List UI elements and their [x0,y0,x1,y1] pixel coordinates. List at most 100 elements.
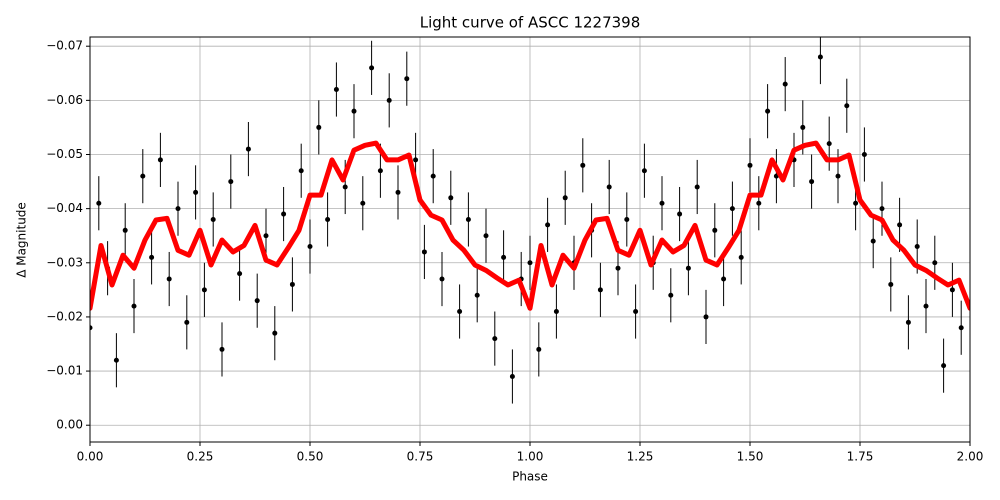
data-point [307,244,313,250]
data-point [263,233,269,239]
data-point [932,260,938,266]
data-point [659,200,665,206]
data-point [615,265,621,271]
y-tick-label: −0.04 [46,201,83,215]
x-tick-label: 2.00 [957,450,984,464]
x-tick-label: 1.75 [847,450,874,464]
data-point [685,265,691,271]
x-tick-label: 0.75 [407,450,434,464]
data-point [738,254,744,260]
data-point [633,309,639,315]
data-point [527,260,533,266]
x-tick-label: 1.25 [627,450,654,464]
data-point [641,168,647,174]
data-point [826,141,832,147]
data-point [879,206,885,212]
data-point [782,81,788,87]
data-point [553,309,559,315]
data-point [122,227,128,233]
data-point [210,216,216,222]
data-point [369,65,375,71]
trend-line [90,140,970,311]
data-point [166,276,172,282]
data-point [404,76,410,82]
data-point [923,303,929,309]
data-point [351,108,357,114]
data-point [949,287,955,293]
data-point [457,309,463,315]
data-point [853,200,859,206]
data-point [941,363,947,369]
data-point [606,184,612,190]
data-point [474,292,480,298]
data-point [809,179,815,185]
data-point [483,233,489,239]
data-point [861,151,867,157]
data-point [897,222,903,228]
data-point [175,206,181,212]
data-point [316,124,322,130]
y-tick-label: −0.06 [46,93,83,107]
x-axis-label: Phase [512,470,548,484]
data-point [201,287,207,293]
data-point [298,168,304,174]
data-point [721,276,727,282]
data-point [800,124,806,130]
y-tick-label: −0.07 [46,39,83,53]
data-point [624,216,630,222]
data-point [712,227,718,233]
data-point [149,254,155,260]
data-point [668,292,674,298]
data-point [184,319,190,325]
data-point [193,189,199,195]
data-point [113,357,119,363]
data-point [228,179,234,185]
data-point [465,216,471,222]
data-point [245,146,251,152]
x-tick-label: 1.50 [737,450,764,464]
chart-title: Light curve of ASCC 1227398 [420,14,641,32]
data-point [342,184,348,190]
data-point [90,325,93,331]
data-point [562,195,568,201]
data-point [421,249,427,255]
data-point [501,254,507,260]
data-point [694,184,700,190]
data-point [413,157,419,163]
data-point [325,216,331,222]
data-point [157,157,163,163]
x-tick-label: 0.00 [77,450,104,464]
data-point [914,244,920,250]
data-point [281,211,287,217]
data-point [765,108,771,114]
x-tick-label: 0.50 [297,450,324,464]
data-point [272,330,278,336]
data-point [835,173,841,179]
data-point [492,336,498,342]
y-axis-label: Δ Magnitude [15,202,29,278]
data-point [677,211,683,217]
data-point [729,206,735,212]
data-point [219,346,225,352]
data-point [580,162,586,168]
data-point [439,276,445,282]
data-point [386,97,392,103]
data-point [430,173,436,179]
data-point [96,200,102,206]
data-point [448,195,454,201]
plot-area [90,37,970,404]
data-point [254,298,260,304]
data-point [360,200,366,206]
y-tick-label: −0.03 [46,255,83,269]
data-point [237,271,243,277]
data-point [333,87,339,93]
data-point [958,325,964,331]
data-point [377,168,383,174]
data-point [905,319,911,325]
data-point [817,54,823,60]
y-tick-label: −0.05 [46,147,83,161]
data-point [844,103,850,109]
y-tick-label: −0.02 [46,309,83,323]
